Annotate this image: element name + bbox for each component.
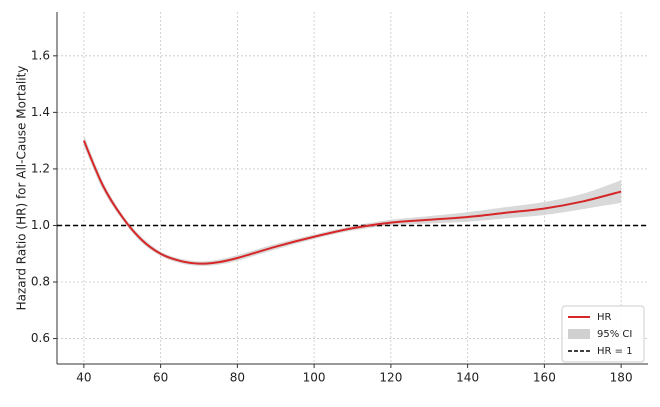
legend-label: HR xyxy=(597,312,612,323)
y-tick-label: 1.2 xyxy=(31,161,50,175)
x-tick-label: 40 xyxy=(76,371,91,385)
legend-box xyxy=(561,305,645,363)
x-tick-label: 120 xyxy=(379,371,402,385)
y-tick-label: 0.8 xyxy=(31,275,50,289)
x-tick-label: 160 xyxy=(533,371,556,385)
legend-label: HR = 1 xyxy=(597,346,633,357)
x-tick-label: 80 xyxy=(230,371,245,385)
legend-swatch xyxy=(568,329,590,339)
legend-label: 95% CI xyxy=(597,329,632,340)
ci-band xyxy=(83,134,622,266)
x-tick-label: 140 xyxy=(456,371,479,385)
hr-line xyxy=(82,140,622,265)
y-tick-label: 1.0 xyxy=(31,218,50,232)
x-tick-label: 100 xyxy=(303,371,326,385)
x-tick-label: 180 xyxy=(610,371,633,385)
y-tick-label: 1.4 xyxy=(31,105,50,119)
x-tick-label: 60 xyxy=(153,371,168,385)
y-tick-label: 0.6 xyxy=(31,331,50,345)
y-tick-label: 1.6 xyxy=(31,48,50,62)
y-axis-label: Hazard Ratio (HR) for All-Cause Mortalit… xyxy=(15,66,29,311)
